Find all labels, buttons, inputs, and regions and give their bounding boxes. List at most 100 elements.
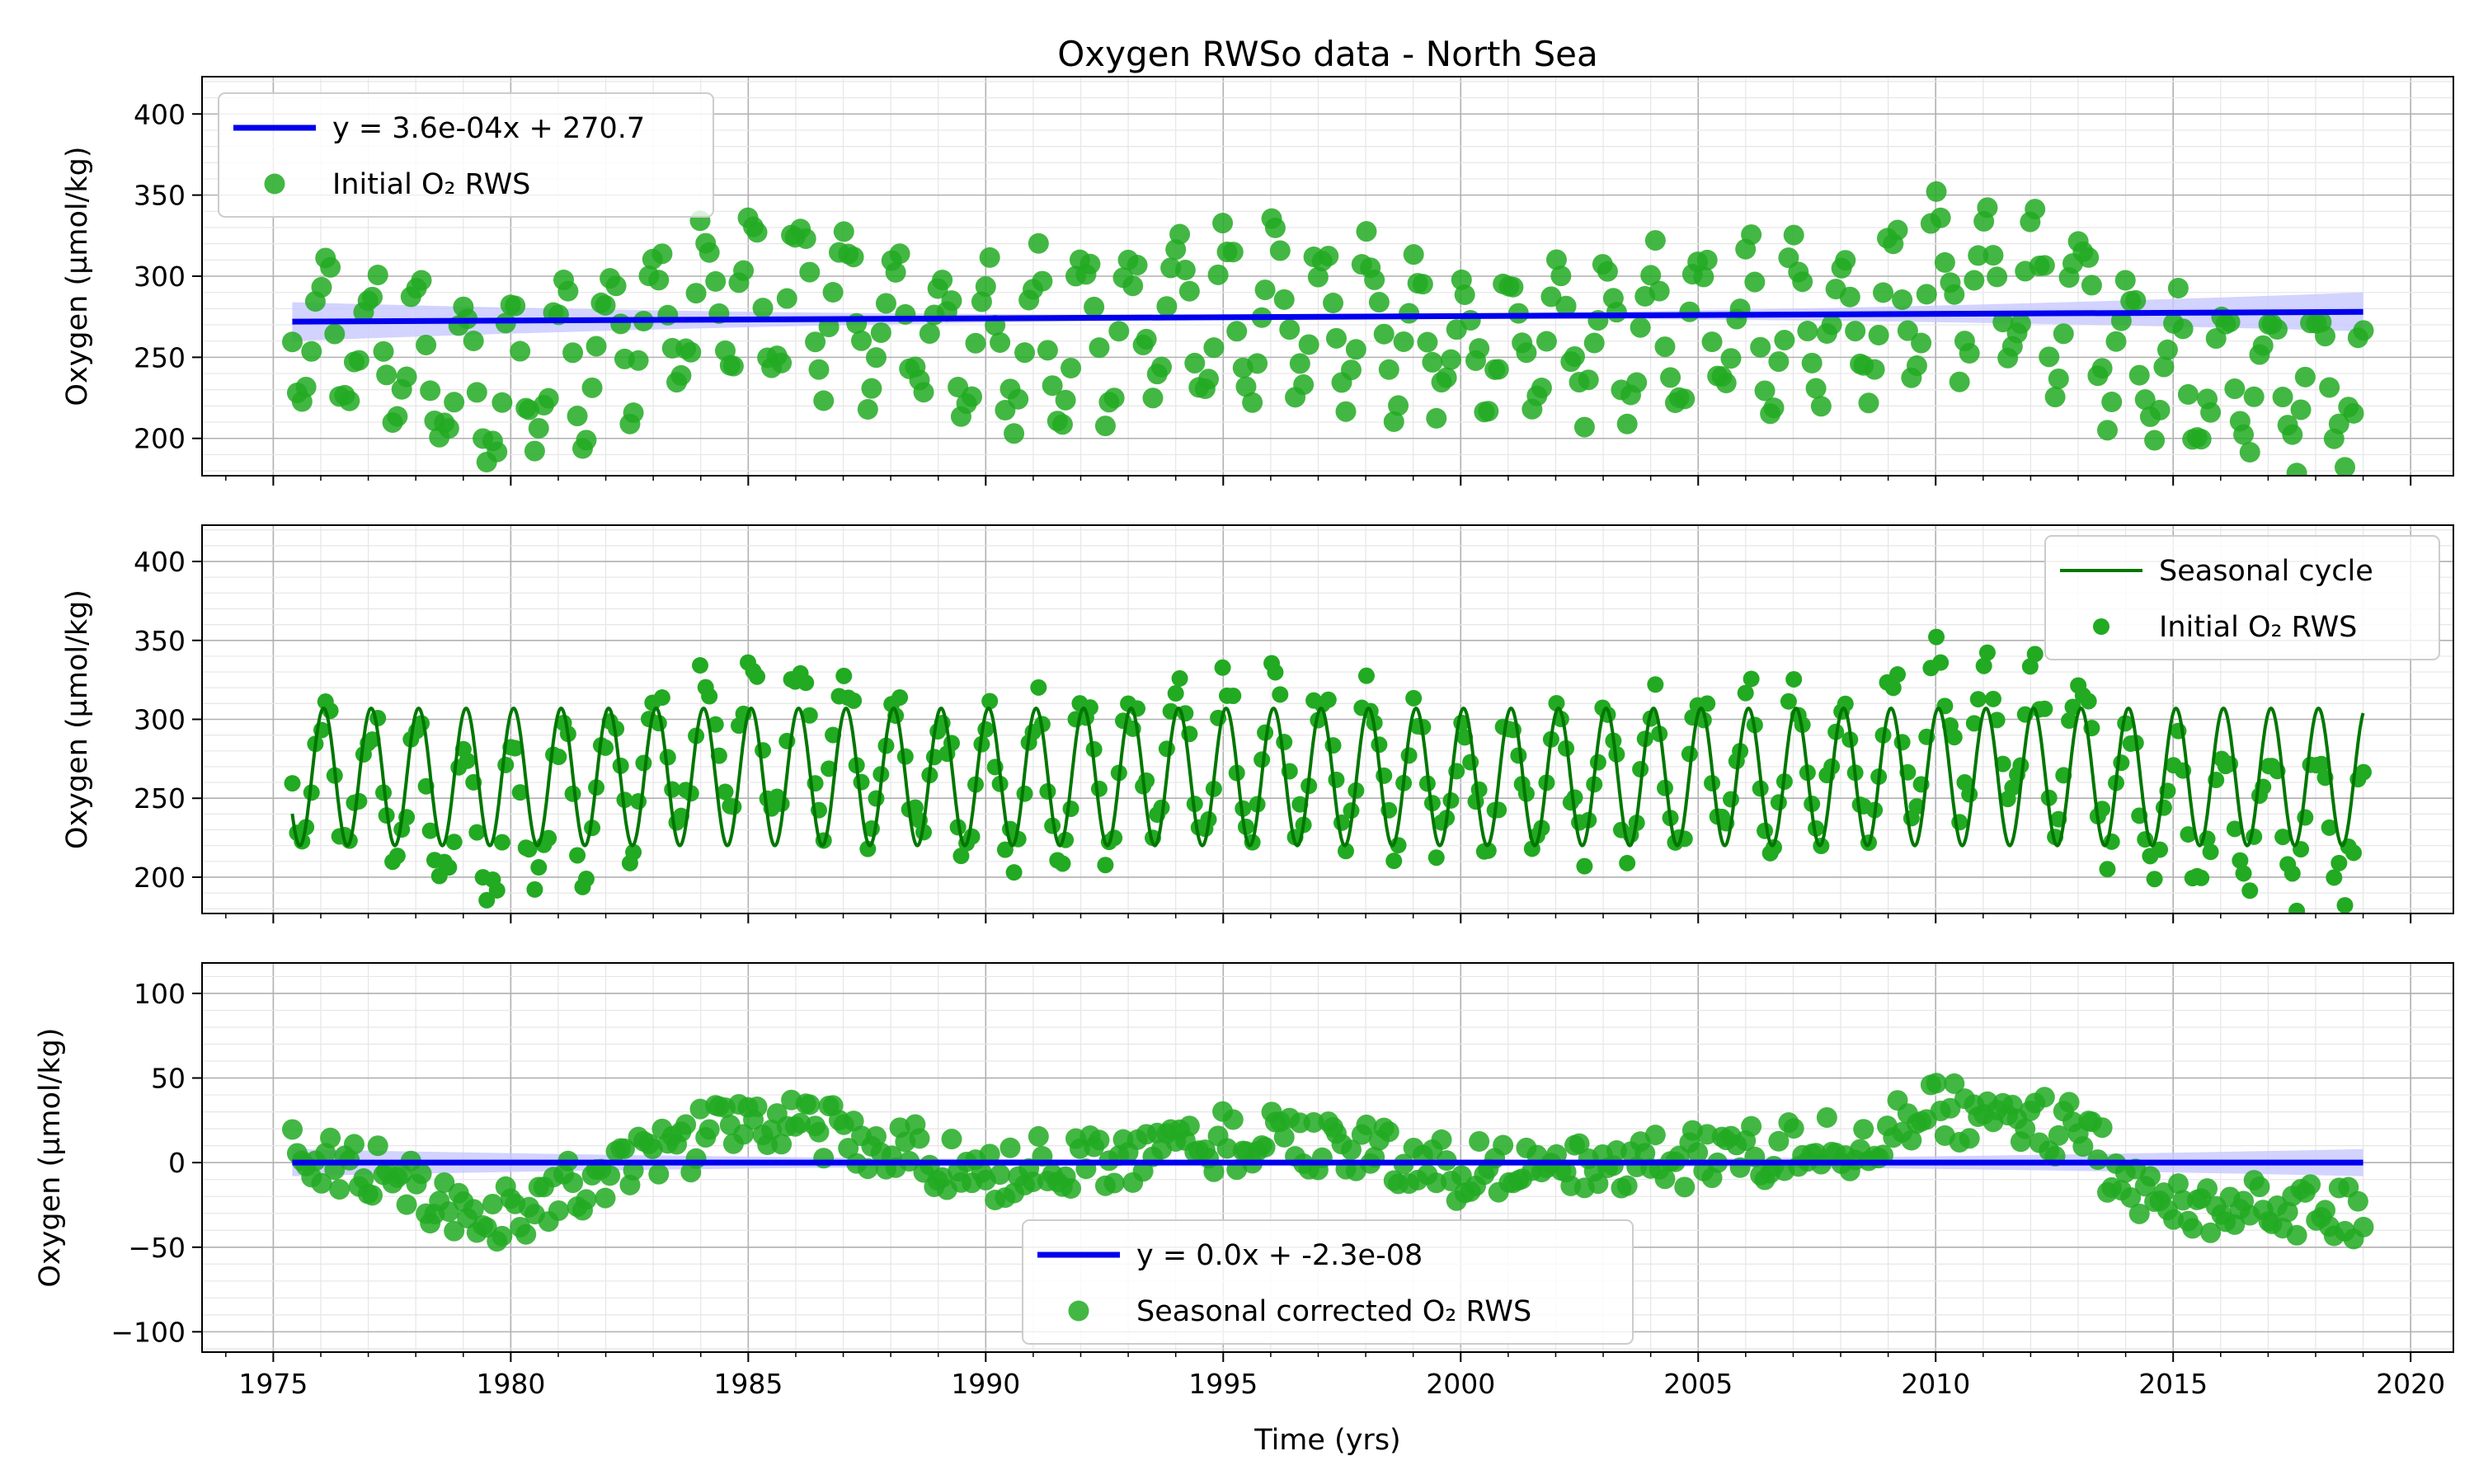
data-point xyxy=(861,378,882,399)
data-point xyxy=(1701,331,1723,353)
data-point xyxy=(320,256,341,278)
data-point xyxy=(466,382,487,403)
data-point xyxy=(506,740,524,757)
data-point xyxy=(1864,359,1885,380)
data-point xyxy=(1373,323,1395,345)
data-point xyxy=(1944,284,1965,305)
y-tick-label: 100 xyxy=(134,978,186,1010)
data-point xyxy=(610,313,632,335)
data-point xyxy=(1469,338,1490,359)
data-point xyxy=(906,799,924,816)
seasonal-cycle-line xyxy=(290,706,2365,848)
data-point xyxy=(2235,865,2252,882)
data-point xyxy=(528,417,549,439)
data-point xyxy=(468,824,486,841)
axes-frame xyxy=(201,962,2454,1353)
data-point xyxy=(1356,1114,1377,1135)
data-point xyxy=(550,749,567,766)
data-point xyxy=(1640,265,1662,286)
data-point xyxy=(1403,244,1424,265)
data-point xyxy=(388,848,406,865)
data-point xyxy=(586,336,607,357)
data-point xyxy=(1174,260,1196,281)
data-point xyxy=(1503,276,1524,298)
data-point xyxy=(2152,841,2169,858)
data-point xyxy=(1417,331,1438,353)
data-point xyxy=(1371,736,1388,754)
data-point xyxy=(497,756,515,773)
data-point xyxy=(301,340,322,362)
data-point xyxy=(2345,844,2363,862)
data-point xyxy=(801,707,818,724)
data-point xyxy=(1835,250,1856,271)
data-point xyxy=(2087,1149,2109,1171)
data-point xyxy=(1810,396,1832,417)
data-point xyxy=(2282,424,2303,445)
data-point xyxy=(1136,328,1157,350)
panel-bottom: 1975 1980 1985 1990 1995 2000 2005 2010 2015 2020… xyxy=(34,962,2454,1400)
data-point xyxy=(808,1121,830,1143)
data-point xyxy=(1062,800,1079,817)
data-point xyxy=(2226,820,2243,838)
data-point xyxy=(2096,420,2118,441)
data-point xyxy=(2034,255,2055,276)
data-point xyxy=(1061,357,1082,378)
data-point xyxy=(1469,1130,1490,1152)
data-point xyxy=(373,340,394,362)
data-point xyxy=(1566,789,1583,806)
data-point xyxy=(1055,389,1076,411)
data-point xyxy=(524,440,545,462)
y-tick-label: 350 xyxy=(134,180,186,212)
data-point xyxy=(1908,798,1926,815)
data-point xyxy=(1016,785,1033,802)
data-point xyxy=(1328,771,1345,788)
data-point xyxy=(2091,1117,2113,1139)
data-point xyxy=(562,1172,584,1194)
data-point xyxy=(857,398,878,420)
data-point xyxy=(1051,414,1073,435)
data-point xyxy=(1383,411,1404,432)
data-point xyxy=(1906,355,1927,377)
data-point xyxy=(2078,247,2100,268)
data-point xyxy=(1242,392,1263,413)
data-point xyxy=(1992,312,2014,333)
data-point xyxy=(1253,751,1271,768)
data-point xyxy=(990,331,1011,353)
data-point xyxy=(1932,654,1950,671)
legend-label: Seasonal corrected O₂ RWS xyxy=(1136,1295,1531,1328)
y-tick-label: 350 xyxy=(134,625,186,657)
data-point xyxy=(941,1129,962,1150)
data-point xyxy=(438,1201,459,1223)
data-point xyxy=(1536,331,1557,352)
data-point xyxy=(2200,402,2222,423)
data-point xyxy=(2004,779,2021,796)
data-point xyxy=(2080,693,2097,710)
data-point xyxy=(625,843,642,861)
data-point xyxy=(1454,284,1475,305)
data-point xyxy=(891,688,909,706)
data-point xyxy=(387,406,408,427)
plot-area xyxy=(282,181,2374,476)
data-point xyxy=(1647,676,1664,693)
data-point xyxy=(1014,342,1036,364)
data-point xyxy=(1936,697,1954,715)
data-point xyxy=(761,1119,783,1140)
data-point xyxy=(813,390,835,411)
data-point xyxy=(1323,292,1344,313)
data-point xyxy=(1982,245,2004,266)
data-point xyxy=(2336,897,2354,913)
data-point xyxy=(868,790,885,807)
x-tick-label: 2000 xyxy=(1426,1368,1495,1400)
legend-box xyxy=(218,92,714,218)
data-point xyxy=(444,1220,465,1242)
data-points xyxy=(282,1073,2374,1252)
data-point xyxy=(1279,319,1300,340)
data-point xyxy=(1959,343,1980,364)
data-point xyxy=(2101,392,2123,413)
data-point xyxy=(2125,289,2147,311)
data-point xyxy=(1994,755,2011,773)
data-point xyxy=(2128,364,2150,386)
data-point xyxy=(2274,829,2292,846)
data-point xyxy=(1868,324,1889,345)
data-point xyxy=(805,331,826,353)
